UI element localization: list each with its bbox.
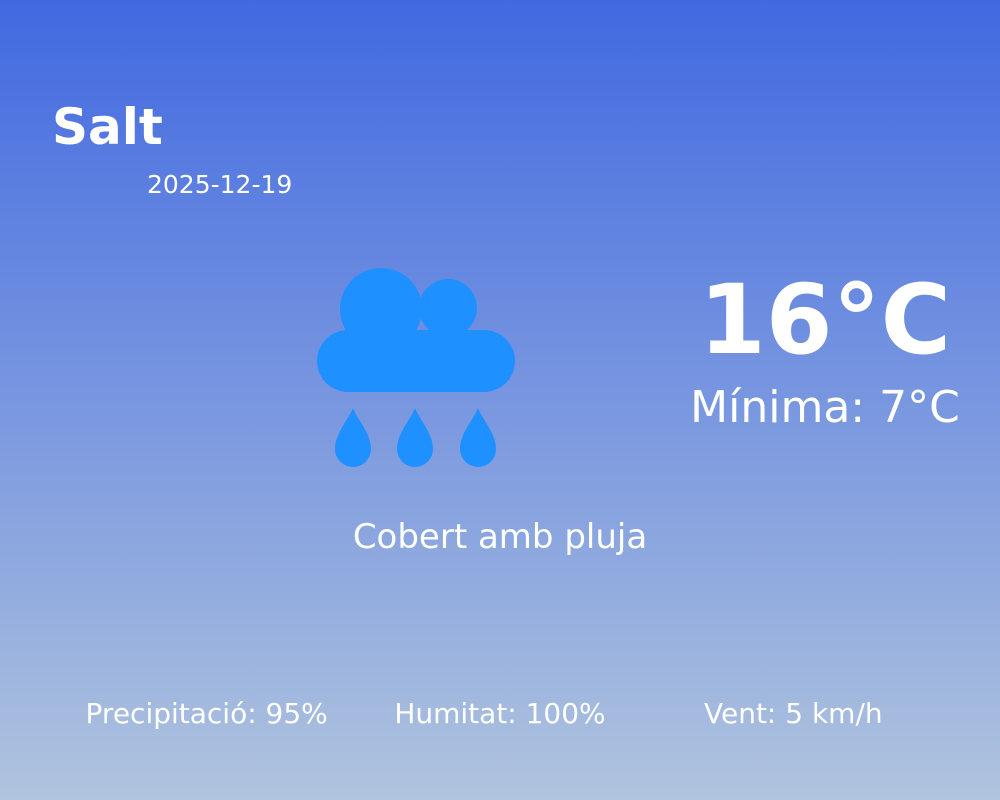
- wind-stat: Vent: 5 km/h: [703, 697, 883, 730]
- temperature-value: 16°C: [698, 264, 952, 376]
- stats-row: Precipitació: 95% Humitat: 100% Vent: 5 …: [0, 700, 1000, 728]
- precipitation-stat: Precipitació: 95%: [85, 697, 328, 730]
- date-label: 2025-12-19: [147, 170, 293, 199]
- cloud-rain-icon: [317, 268, 515, 467]
- condition-text: Cobert amb pluja: [352, 517, 648, 557]
- humidity-stat: Humitat: 100%: [394, 697, 606, 730]
- raindrops: [335, 408, 496, 467]
- min-temperature: Mínima: 7°C: [690, 382, 960, 433]
- cloud-shape: [317, 268, 515, 392]
- location-name: Salt: [52, 98, 163, 156]
